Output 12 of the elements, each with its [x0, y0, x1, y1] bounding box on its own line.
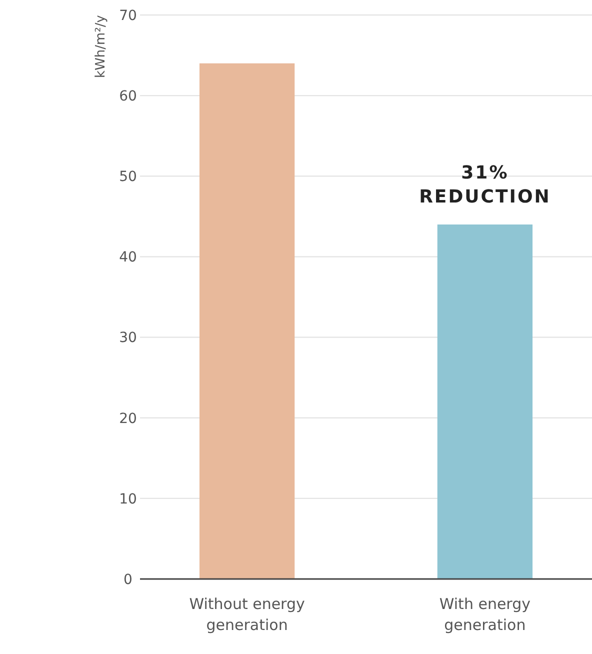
y-axis-title: kWh/m²/y — [94, 14, 109, 78]
y-tick-label: 40 — [119, 250, 137, 266]
y-tick-label: 70 — [119, 8, 137, 24]
y-tick-label: 10 — [119, 491, 137, 508]
y-tick-label: 30 — [119, 330, 137, 346]
annotation: 31% REDUCTION — [419, 162, 551, 208]
x-tick-label: Without energy generation — [189, 595, 305, 634]
y-tick-label: 0 — [124, 572, 132, 588]
y-tick-label: 20 — [119, 410, 137, 427]
x-tick-label: With energy generation — [439, 595, 531, 634]
y-tick-label: 50 — [119, 169, 137, 186]
y-tick-label: 60 — [119, 88, 137, 104]
